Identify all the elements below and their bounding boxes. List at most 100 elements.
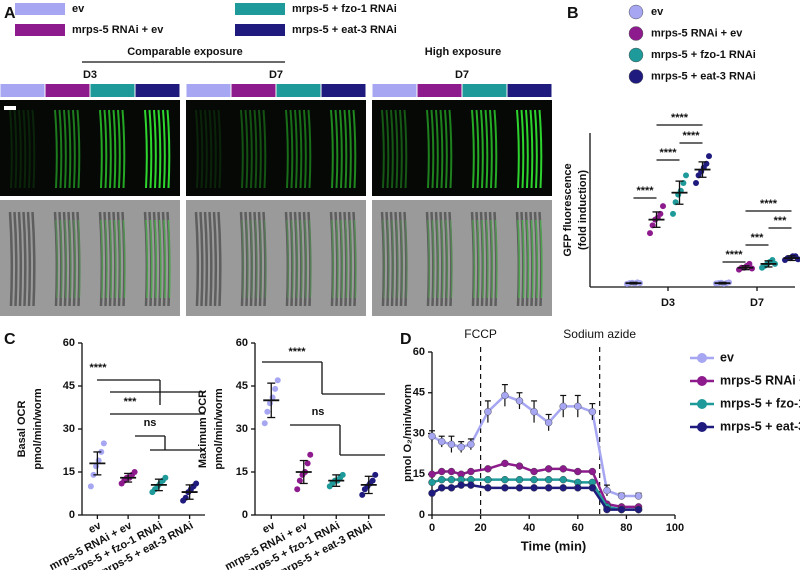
worm-signal bbox=[303, 109, 307, 189]
data-point bbox=[372, 471, 379, 478]
y-axis-label: Maximum OCR bbox=[197, 390, 209, 468]
worm-overlay bbox=[340, 219, 344, 299]
data-point bbox=[559, 465, 567, 473]
sig-label: ns bbox=[144, 417, 157, 429]
brightfield-image bbox=[276, 200, 321, 316]
legend-label: mrps-5 RNAi + ev bbox=[651, 27, 743, 39]
worm-signal bbox=[475, 109, 480, 189]
worm-overlay bbox=[295, 219, 299, 299]
worm-signal bbox=[144, 109, 148, 189]
data-point bbox=[484, 408, 492, 416]
legend-swatch bbox=[15, 3, 65, 15]
worm-overlay bbox=[158, 219, 162, 299]
fluorescence-image bbox=[372, 100, 417, 196]
data-point bbox=[574, 484, 582, 492]
data-point bbox=[428, 432, 436, 440]
worm-signal bbox=[103, 109, 108, 189]
worm-signal bbox=[448, 109, 453, 189]
worm-overlay bbox=[494, 219, 498, 299]
legend-marker bbox=[697, 353, 707, 363]
worm-signal bbox=[67, 109, 72, 189]
brightfield-image bbox=[0, 200, 45, 316]
sig-label: **** bbox=[288, 346, 306, 358]
data-point bbox=[428, 478, 436, 487]
worm-overlay bbox=[149, 219, 153, 299]
worm-overlay bbox=[349, 219, 353, 299]
worm-overlay bbox=[145, 219, 149, 299]
data-point bbox=[274, 377, 281, 384]
data-point bbox=[307, 451, 314, 458]
worm-signal bbox=[471, 109, 475, 189]
worm-signal bbox=[213, 109, 217, 189]
worm-overlay bbox=[485, 219, 489, 299]
worm-overlay bbox=[59, 219, 63, 299]
x-tick-label: 100 bbox=[666, 522, 684, 534]
brightfield-image bbox=[462, 200, 507, 316]
data-point bbox=[457, 481, 465, 489]
data-point bbox=[617, 492, 626, 500]
x-axis-label: Time (min) bbox=[521, 538, 587, 553]
y-tick-label: 45 bbox=[413, 387, 425, 399]
worm-overlay bbox=[391, 219, 395, 299]
data-point bbox=[296, 477, 303, 484]
worm-outline bbox=[302, 211, 308, 307]
event-label: FCCP bbox=[464, 327, 497, 341]
legend-swatch bbox=[235, 24, 285, 36]
worm-signal bbox=[249, 109, 253, 189]
worm-outline bbox=[26, 211, 32, 307]
legend-marker bbox=[628, 69, 644, 84]
worm-overlay bbox=[109, 219, 113, 299]
worm-signal bbox=[394, 109, 399, 189]
worm-outline bbox=[430, 211, 435, 307]
worm-signal bbox=[484, 109, 489, 189]
worm-outline bbox=[199, 211, 204, 307]
worm-signal bbox=[108, 109, 112, 189]
sig-label: *** bbox=[124, 396, 138, 408]
y-axis-label: pmol/min/worm bbox=[32, 388, 44, 470]
legend-swatch bbox=[15, 24, 65, 36]
condition-bar bbox=[462, 84, 507, 97]
y-axis-label: Basal OCR bbox=[16, 401, 28, 458]
worm-overlay bbox=[404, 219, 408, 299]
worm-overlay bbox=[344, 219, 348, 299]
data-point bbox=[369, 477, 376, 484]
fluorescence-image bbox=[276, 100, 321, 196]
worm-signal bbox=[534, 109, 538, 189]
worm-outline bbox=[398, 211, 404, 307]
brightfield-image bbox=[372, 200, 417, 316]
legend-marker bbox=[697, 399, 707, 409]
x-tick-label: D3 bbox=[661, 297, 675, 309]
worm-outline bbox=[203, 211, 209, 307]
event-label: Sodium azide bbox=[563, 327, 636, 341]
brightfield-image bbox=[321, 200, 366, 316]
data-point bbox=[515, 462, 524, 470]
worm-overlay bbox=[104, 219, 108, 299]
condition-bar bbox=[231, 84, 276, 97]
series-line bbox=[431, 394, 639, 498]
legend-marker bbox=[697, 422, 707, 432]
data-point bbox=[530, 484, 538, 492]
panel-label: C bbox=[4, 331, 16, 348]
worm-outline bbox=[53, 211, 59, 307]
legend-label: mrps-5 + fzo-1 RNAi bbox=[651, 49, 756, 61]
worm-overlay bbox=[436, 219, 440, 299]
worm-signal bbox=[285, 109, 289, 189]
worm-overlay bbox=[445, 219, 449, 299]
worm-overlay bbox=[395, 219, 399, 299]
day-label: D3 bbox=[83, 69, 97, 81]
worm-outline bbox=[31, 211, 36, 307]
worm-signal bbox=[148, 109, 153, 189]
worm-overlay bbox=[386, 219, 390, 299]
worm-signal bbox=[166, 109, 171, 189]
data-point bbox=[544, 418, 553, 427]
data-point bbox=[544, 475, 553, 484]
data-point bbox=[603, 486, 611, 495]
data-point bbox=[706, 153, 712, 160]
data-point bbox=[530, 475, 538, 484]
worm-signal bbox=[399, 109, 403, 189]
data-point bbox=[544, 484, 553, 492]
worm-outline bbox=[71, 211, 77, 307]
worm-overlay bbox=[427, 219, 431, 299]
y-tick-label: 15 bbox=[63, 466, 75, 478]
worm-signal bbox=[117, 109, 121, 189]
